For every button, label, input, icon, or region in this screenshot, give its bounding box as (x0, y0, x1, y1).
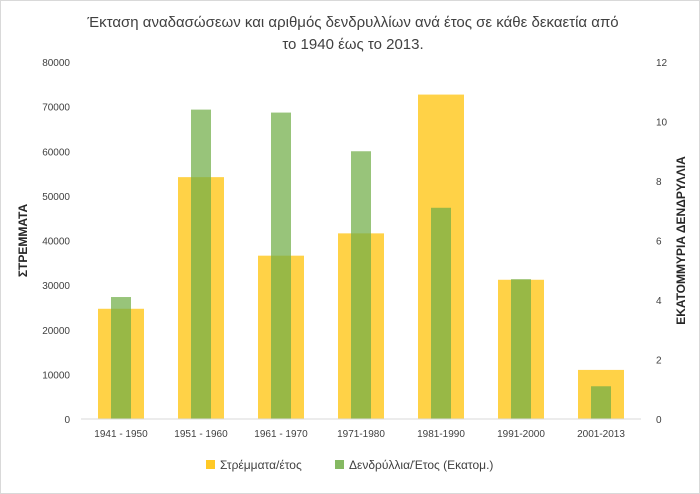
left-tick-label: 80000 (42, 58, 70, 69)
x-axis-tick-labels: 1941 - 1950 1951 - 1960 1961 - 1970 1971-19… (94, 429, 625, 440)
seedling-bar (511, 279, 531, 419)
chart-title: Έκταση αναδασώσεων και αριθμός δενδρυλλί… (86, 14, 618, 53)
chart-title-line-2: το 1940 έως το 2013. (282, 36, 423, 53)
left-tick-label: 30000 (42, 281, 70, 292)
chart-title-line-1: Έκταση αναδασώσεων και αριθμός δενδρυλλί… (86, 14, 618, 31)
category-label: 1961 - 1970 (254, 429, 308, 440)
seedling-bar (111, 297, 131, 419)
right-tick-label: 6 (656, 237, 662, 248)
category-label: 1951 - 1960 (174, 429, 228, 440)
seedling-bar (351, 151, 371, 419)
right-tick-label: 0 (656, 415, 662, 426)
left-tick-label: 70000 (42, 103, 70, 114)
seedling-bar (591, 386, 611, 419)
legend-swatch-seedlings (335, 460, 344, 469)
left-tick-label: 40000 (42, 237, 70, 248)
category-label: 1941 - 1950 (94, 429, 148, 440)
right-axis-title: ΕΚΑΤΟΜΜΥΡΙΑ ΔΕΝΔΡΥΛΛΙΑ (674, 156, 688, 325)
category-label: 1981-1990 (417, 429, 465, 440)
right-tick-label: 12 (656, 58, 668, 69)
left-axis-title: ΣΤΡΕΜΜΑΤΑ (16, 204, 30, 278)
right-tick-label: 2 (656, 356, 662, 367)
category-label: 2001-2013 (577, 429, 625, 440)
right-tick-label: 8 (656, 177, 662, 188)
legend-swatch-acreage (206, 460, 215, 469)
left-tick-label: 60000 (42, 147, 70, 158)
category-label: 1991-2000 (497, 429, 545, 440)
right-tick-label: 4 (656, 296, 662, 307)
seedling-bar (271, 112, 291, 419)
left-tick-label: 20000 (42, 326, 70, 337)
seedling-bar (191, 109, 211, 419)
legend-label-seedlings: Δενδρύλλια/Έτος (Εκατομ.) (349, 458, 493, 472)
seedling-bars (111, 109, 611, 419)
left-axis-ticks: 0 10000 20000 30000 40000 50000 60000 70000 8000… (42, 58, 70, 426)
right-tick-label: 10 (656, 118, 668, 129)
left-tick-label: 0 (64, 415, 70, 426)
right-axis-ticks: 0 2 4 6 8 10 12 (656, 58, 668, 426)
legend-label-acreage: Στρέμματα/έτος (220, 458, 302, 472)
left-tick-label: 10000 (42, 370, 70, 381)
seedling-bar (431, 207, 451, 419)
category-label: 1971-1980 (337, 429, 385, 440)
left-tick-label: 50000 (42, 192, 70, 203)
chart-legend: Στρέμματα/έτος Δενδρύλλια/Έτος (Εκατομ.) (206, 458, 493, 472)
